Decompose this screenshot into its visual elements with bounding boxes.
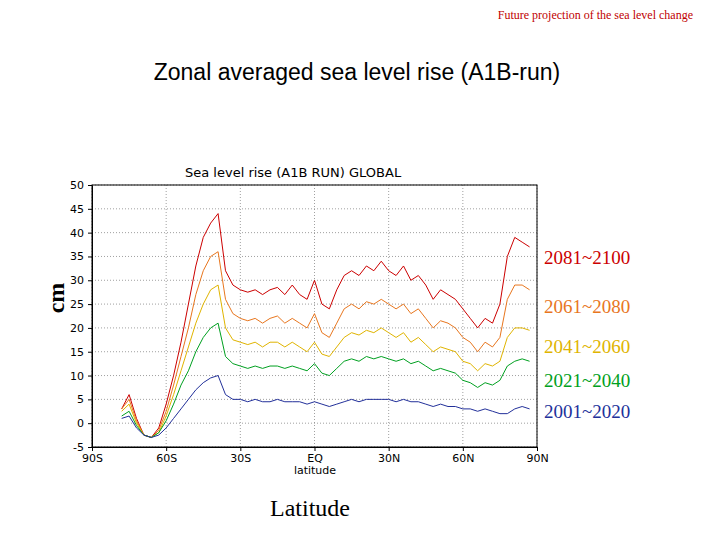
plot-frame: [92, 185, 537, 447]
x-tick: 30S: [230, 447, 251, 465]
grid-line-x: [388, 185, 389, 447]
y-axis-label: cm: [43, 283, 69, 314]
y-tick-mark: [88, 304, 92, 305]
grid-line-y: [92, 375, 537, 376]
x-axis-label: Latitude: [270, 495, 350, 521]
header: Future projection of the sea level chang…: [498, 8, 693, 22]
y-tick-mark: [88, 233, 92, 234]
x-tick: 90S: [82, 447, 103, 465]
plot-title: Sea level rise (A1B RUN) GLOBAL: [185, 165, 402, 180]
grid-line-y: [92, 256, 537, 257]
y-tick-mark: [88, 209, 92, 210]
y-tick-mark: [88, 423, 92, 424]
x-tick-mark: [463, 447, 464, 451]
x-tick: 60S: [156, 447, 177, 465]
y-tick: 25: [70, 298, 92, 311]
series-line: [122, 285, 530, 437]
y-tick-mark: [88, 256, 92, 257]
y-tick-label: 10: [70, 370, 84, 383]
title: Zonal averaged sea level rise (A1B-run): [154, 59, 561, 85]
series-line: [122, 214, 530, 438]
y-tick-label: 0: [77, 417, 84, 430]
x-tick-label: 60N: [452, 452, 474, 465]
grid: [92, 185, 537, 447]
x-axis: 90S 60S 30S EQ 30N 60N 90N: [82, 447, 549, 465]
x-tick-label: 30S: [230, 452, 251, 465]
grid-line-x: [314, 185, 315, 447]
y-tick: 15: [70, 346, 92, 359]
y-tick: 30: [70, 274, 92, 287]
grid-line-y: [92, 232, 537, 233]
x-tick: 60N: [452, 447, 474, 465]
legend-entry: 2001~2020: [544, 401, 630, 422]
grid-line-x: [240, 185, 241, 447]
y-tick-label: 35: [70, 250, 84, 263]
grid-line-y: [92, 327, 537, 328]
lines: [122, 214, 530, 438]
slide: Future projection of the sea level chang…: [0, 0, 720, 540]
y-tick: 35: [70, 250, 92, 263]
grid-line-x: [166, 185, 167, 447]
grid-line-y: [92, 304, 537, 305]
y-tick-mark: [88, 185, 92, 186]
plot-background: [92, 185, 537, 447]
x-tick-label: 90N: [526, 452, 548, 465]
x-tick: 90N: [526, 447, 548, 465]
x-tick-label: EQ: [307, 452, 323, 465]
y-tick-label: 15: [70, 346, 84, 359]
x-tick-label: 30N: [378, 452, 400, 465]
x-tick-mark: [537, 447, 538, 451]
y-tick-mark: [88, 328, 92, 329]
x-tick: EQ: [307, 447, 323, 465]
y-tick-label: 20: [70, 322, 84, 335]
y-tick: 0: [77, 417, 92, 430]
grid-line-y: [92, 351, 537, 352]
series-line: [122, 252, 530, 438]
series-line: [122, 323, 530, 437]
y-tick: 40: [70, 227, 92, 240]
x-tick-mark: [240, 447, 241, 451]
y-tick-mark: [88, 447, 92, 448]
legend-entry: 2021~2040: [544, 370, 630, 391]
y-tick-label: 50: [70, 179, 84, 192]
x-tick-mark: [389, 447, 390, 451]
y-tick: 5: [77, 393, 92, 406]
x-axis-label-inner: latitude: [294, 464, 336, 477]
x-tick-mark: [315, 447, 316, 451]
series-line: [122, 376, 530, 438]
grid-line-x: [462, 185, 463, 447]
x-tick-label: 90S: [82, 452, 103, 465]
y-tick-mark: [88, 280, 92, 281]
y-tick-mark: [88, 352, 92, 353]
y-tick: 50: [70, 179, 92, 192]
legend-entry: 2081~2100: [544, 247, 630, 268]
y-tick-mark: [88, 376, 92, 377]
x-tick: 30N: [378, 447, 400, 465]
y-tick-label: 25: [70, 298, 84, 311]
y-tick-mark: [88, 399, 92, 400]
y-tick: 10: [70, 370, 92, 383]
legend-entry: 2061~2080: [544, 296, 630, 317]
y-tick-label: 5: [77, 393, 84, 406]
x-tick-mark: [92, 447, 93, 451]
y-axis: -505101520253035404550: [70, 179, 93, 454]
legend: 2081~2100 2061~2080 2041~2060 2021~2040 2001…: [544, 247, 630, 422]
y-tick-label: 45: [70, 203, 84, 216]
x-tick-mark: [166, 447, 167, 451]
y-tick-label: 40: [70, 227, 84, 240]
y-tick: 20: [70, 322, 92, 335]
y-tick-label: 30: [70, 274, 84, 287]
x-tick-label: 60S: [156, 452, 177, 465]
y-tick: 45: [70, 203, 92, 216]
grid-line-y: [92, 399, 537, 400]
legend-entry: 2041~2060: [544, 336, 630, 357]
